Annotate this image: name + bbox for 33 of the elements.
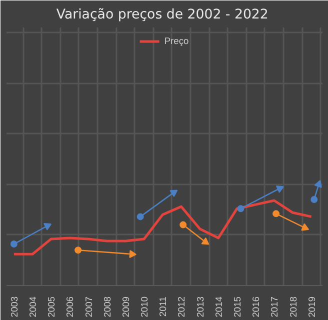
x-tick-label: 2010 xyxy=(140,296,150,318)
point xyxy=(74,246,82,254)
x-tick-label: 2009 xyxy=(120,296,131,318)
point xyxy=(180,221,187,228)
x-tick-label: 2013 xyxy=(195,296,206,318)
point xyxy=(136,213,144,220)
legend-label: Preço xyxy=(164,36,189,46)
x-tick-label: 2007 xyxy=(84,296,94,318)
point xyxy=(276,186,284,193)
x-tick-label: 2011 xyxy=(158,296,168,317)
point xyxy=(314,180,322,188)
point xyxy=(170,190,178,197)
x-tick-label: 2019 xyxy=(306,296,317,318)
point xyxy=(10,240,18,248)
x-tick-label: 2008 xyxy=(102,296,112,318)
point xyxy=(272,210,280,218)
chart-title: Variação preços de 2002 - 2022 xyxy=(56,8,268,22)
point xyxy=(237,205,244,212)
x-tick-label: 2003 xyxy=(9,296,20,318)
x-tick-label: 2004 xyxy=(28,296,38,318)
x-tick-label: 2005 xyxy=(46,296,57,318)
x-tick-label: 2017 xyxy=(270,296,280,318)
point xyxy=(310,196,318,203)
x-tick-label: 2012 xyxy=(176,296,187,318)
x-tick-label: 2006 xyxy=(65,296,76,318)
point xyxy=(301,223,310,231)
point xyxy=(201,237,210,245)
x-tick-label: 2014 xyxy=(214,296,224,318)
x-tick-label: 2016 xyxy=(251,296,262,318)
x-tick-label: 2018 xyxy=(288,296,298,318)
point xyxy=(129,250,137,258)
point xyxy=(44,223,52,230)
x-tick-label: 2015 xyxy=(232,296,242,318)
